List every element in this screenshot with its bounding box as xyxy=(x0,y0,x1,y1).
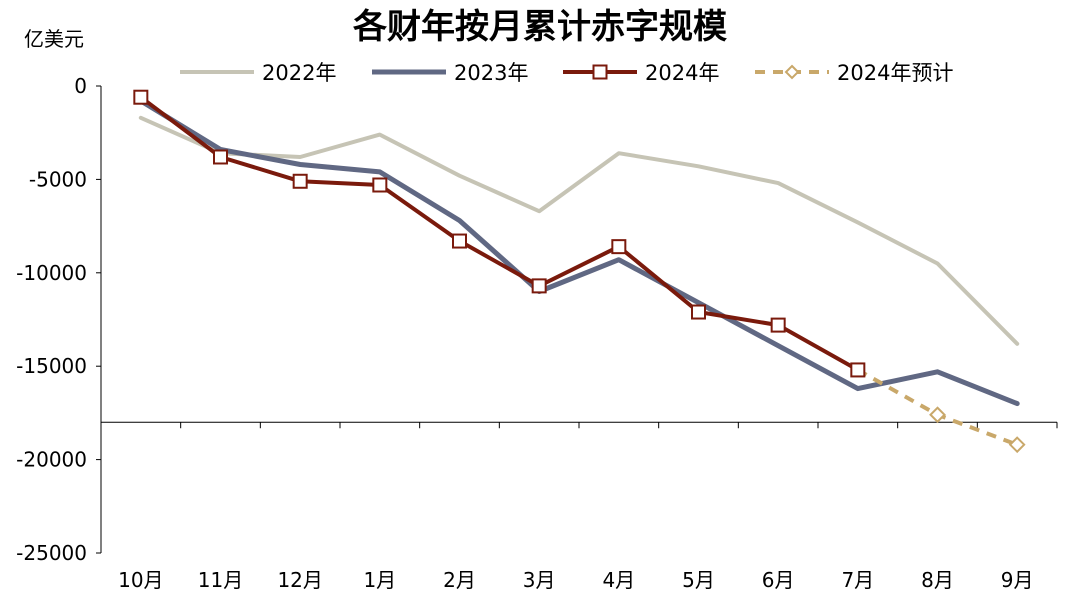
series-line-0 xyxy=(138,115,1020,346)
x-tick-label: 8月 xyxy=(921,568,954,592)
y-tick-label: -10000 xyxy=(16,261,87,285)
y-tick-label: -5000 xyxy=(29,167,87,191)
data-point-marker xyxy=(133,89,149,105)
y-tick-label: -15000 xyxy=(16,354,87,378)
data-point-marker xyxy=(452,233,467,249)
plot-area xyxy=(133,89,1026,454)
data-point-marker xyxy=(850,362,866,378)
chart-title: 各财年按月累计赤字规模 xyxy=(353,7,727,47)
x-tick-label: 7月 xyxy=(841,568,874,592)
legend: 2022年 2023年 2024年 2024年预计 xyxy=(180,61,953,85)
legend-label: 2023年 xyxy=(454,61,528,85)
y-tick-label: -25000 xyxy=(16,541,87,565)
data-point-marker xyxy=(770,317,786,333)
legend-label: 2022年 xyxy=(262,61,336,85)
legend-marker xyxy=(592,64,608,80)
data-point-marker xyxy=(929,406,946,424)
data-point-marker xyxy=(691,304,706,320)
data-point-marker xyxy=(372,177,388,193)
axes: 0 -5000 -10000 -15000 -20000 -25000 10月 11月 12月 1… xyxy=(16,74,1058,592)
series-line-1 xyxy=(138,98,1020,407)
series-line-2 xyxy=(138,95,860,372)
legend-marker xyxy=(784,64,800,80)
x-tick-label: 6月 xyxy=(762,568,795,592)
y-axis-unit-label: 亿美元 xyxy=(24,27,84,51)
data-point-marker xyxy=(531,278,547,294)
x-tick-label: 5月 xyxy=(682,568,715,592)
y-tick-label: 0 xyxy=(74,74,87,98)
x-tick-label: 3月 xyxy=(523,568,556,592)
data-point-marker xyxy=(213,149,228,165)
x-tick-label: 9月 xyxy=(1001,568,1034,592)
legend-label: 2024年预计 xyxy=(837,61,953,85)
y-tick-label: -20000 xyxy=(16,448,87,472)
x-tick-label: 4月 xyxy=(602,568,635,592)
x-tick-label: 2月 xyxy=(443,568,476,592)
legend-label: 2024年 xyxy=(645,61,719,85)
x-tick-label: 12月 xyxy=(277,568,322,592)
data-point-marker xyxy=(292,173,308,189)
x-tick-label: 10月 xyxy=(118,568,163,592)
data-point-marker xyxy=(611,239,627,255)
data-point-marker xyxy=(1008,436,1026,454)
x-tick-label: 11月 xyxy=(198,568,243,592)
x-tick-label: 1月 xyxy=(363,568,396,592)
